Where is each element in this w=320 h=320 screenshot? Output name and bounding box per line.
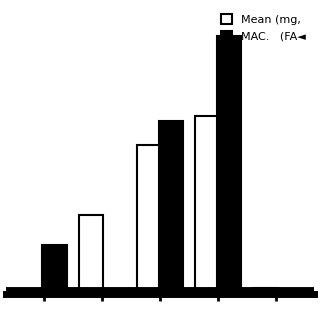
- Bar: [101, 289, 125, 294]
- Bar: [195, 116, 219, 294]
- Bar: [217, 36, 242, 294]
- Bar: [78, 215, 103, 294]
- Bar: [253, 288, 277, 294]
- Bar: [20, 293, 45, 294]
- Bar: [159, 121, 183, 294]
- Bar: [275, 292, 300, 294]
- Bar: [43, 245, 67, 294]
- Legend: Mean (mg,, MAC.   (FA◄: Mean (mg,, MAC. (FA◄: [219, 12, 308, 44]
- Bar: [137, 145, 161, 294]
